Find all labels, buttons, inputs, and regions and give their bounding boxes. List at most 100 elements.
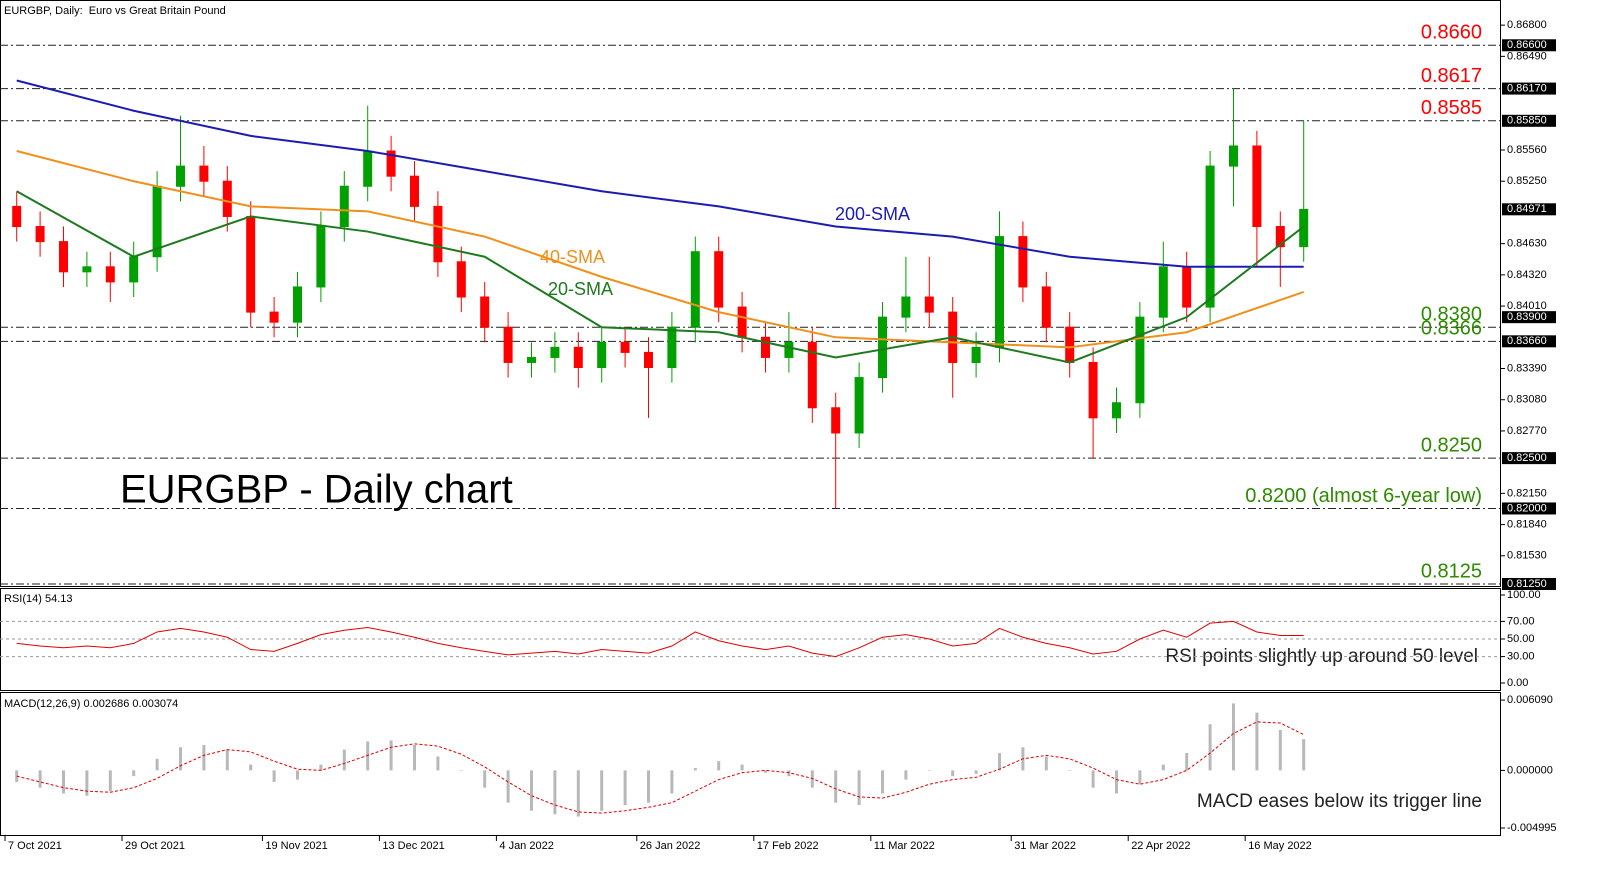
- candle-body: [1065, 326, 1075, 363]
- candle-body: [363, 150, 373, 187]
- macd-bar: [1255, 712, 1259, 771]
- candle-body: [1229, 145, 1238, 167]
- y-tick-label: 0.83080: [1507, 394, 1547, 406]
- candle-body: [222, 180, 232, 217]
- macd-bar: [553, 770, 557, 815]
- candle-body: [1299, 208, 1309, 248]
- macd-bar: [810, 770, 814, 788]
- candle-body: [807, 341, 817, 409]
- main-frame: [0, 0, 1501, 587]
- x-tick-label: 22 Apr 2022: [1131, 840, 1190, 852]
- macd-bar: [202, 744, 206, 771]
- chart-header: EURGBP, Daily: Euro vs Great Britain Pou…: [4, 5, 226, 17]
- x-tick-label: 7 Oct 2021: [8, 840, 62, 852]
- level-label: 0.8125: [1421, 560, 1482, 582]
- macd-bar: [413, 744, 416, 771]
- macd-bar: [623, 770, 627, 805]
- price-marker: [1502, 577, 1556, 590]
- candle-body: [199, 165, 209, 182]
- candle-body: [410, 175, 419, 207]
- candle-body: [152, 185, 162, 258]
- macd-bar: [506, 770, 510, 803]
- candle-body: [573, 346, 583, 369]
- x-tick-label: 16 May 2022: [1248, 840, 1312, 852]
- candle-body: [1018, 236, 1028, 288]
- sma-label: 40-SMA: [540, 247, 605, 267]
- macd-bar: [904, 770, 908, 780]
- sma-line: [16, 79, 1304, 268]
- macd-bar: [1044, 756, 1048, 771]
- candle-body: [620, 341, 630, 353]
- candle-body: [714, 251, 724, 308]
- macd-bar: [225, 749, 229, 771]
- price-marker-label: 0.82500: [1507, 452, 1547, 464]
- y-tick-label: 0.81840: [1507, 518, 1547, 530]
- x-tick-label: 26 Jan 2022: [640, 840, 701, 852]
- sma-line: [16, 190, 1305, 364]
- y-tick-label: 30.00: [1507, 651, 1535, 663]
- price-marker: [1502, 452, 1556, 465]
- candle-body: [1252, 145, 1262, 228]
- macd-bar: [272, 770, 276, 782]
- candle-body: [59, 241, 68, 273]
- macd-bar: [693, 768, 697, 771]
- price-marker-label: 0.85850: [1507, 115, 1547, 127]
- candle-body: [761, 336, 770, 358]
- price-marker: [1502, 502, 1556, 515]
- y-tick-label: 0.84630: [1507, 238, 1547, 250]
- level-label: 0.8660: [1421, 22, 1482, 44]
- macd-bar: [459, 770, 463, 771]
- price-marker: [1502, 114, 1556, 127]
- candle-body: [667, 326, 677, 369]
- macd-bar: [389, 740, 393, 771]
- macd-bar: [647, 770, 650, 803]
- y-tick-label: 0.00: [1507, 677, 1528, 689]
- macd-bar: [974, 770, 978, 774]
- y-tick-label: 50.00: [1507, 633, 1535, 645]
- macd-bar: [1091, 770, 1095, 788]
- y-tick-label: 100.00: [1507, 589, 1541, 601]
- level-label: 0.8366: [1421, 318, 1482, 340]
- candle-body: [1135, 316, 1145, 404]
- candle-body: [690, 251, 700, 328]
- candle-body: [644, 351, 653, 369]
- price-marker-label: 0.82000: [1507, 502, 1547, 514]
- candle-body: [971, 346, 981, 363]
- macd-bar: [483, 770, 487, 788]
- macd-bar: [1232, 703, 1235, 771]
- candle-body: [1041, 286, 1051, 328]
- macd-bar: [38, 770, 42, 788]
- y-tick-label: 0.86800: [1507, 19, 1547, 31]
- macd-bar: [1302, 739, 1306, 771]
- rsi-line: [16, 620, 1304, 658]
- macd-bar: [1115, 770, 1118, 794]
- macd-bar: [319, 764, 323, 771]
- macd-bar: [85, 770, 89, 796]
- x-tick-label: 29 Oct 2021: [125, 840, 185, 852]
- macd-bar: [998, 753, 1001, 771]
- candle-body: [1158, 266, 1168, 318]
- candle-body: [1182, 266, 1192, 308]
- candle-body: [1112, 402, 1121, 419]
- x-tick-label: 13 Dec 2021: [382, 840, 444, 852]
- candle-body: [269, 311, 279, 323]
- candle-body: [1275, 226, 1285, 248]
- macd-bar: [881, 770, 884, 794]
- level-label: 0.8200 (almost 6-year low): [1245, 485, 1482, 507]
- macd-bar: [764, 770, 767, 773]
- sma-line: [16, 150, 1305, 349]
- x-tick-label: 4 Jan 2022: [499, 840, 553, 852]
- macd-annotation: MACD eases below its trigger line: [1197, 791, 1482, 812]
- macd-bar: [530, 770, 533, 811]
- macd-bar: [132, 770, 136, 777]
- macd-bar: [1185, 753, 1189, 771]
- sma-label: 200-SMA: [835, 204, 910, 224]
- price-marker-label: 0.81250: [1507, 578, 1547, 590]
- price-marker: [1502, 203, 1556, 216]
- y-tick-label: 0.84320: [1507, 269, 1547, 281]
- price-marker-label: 0.86600: [1507, 39, 1547, 51]
- macd-bar: [834, 770, 838, 803]
- y-tick-label: 0.82770: [1507, 425, 1547, 437]
- y-tick-label: 0.81530: [1507, 550, 1547, 562]
